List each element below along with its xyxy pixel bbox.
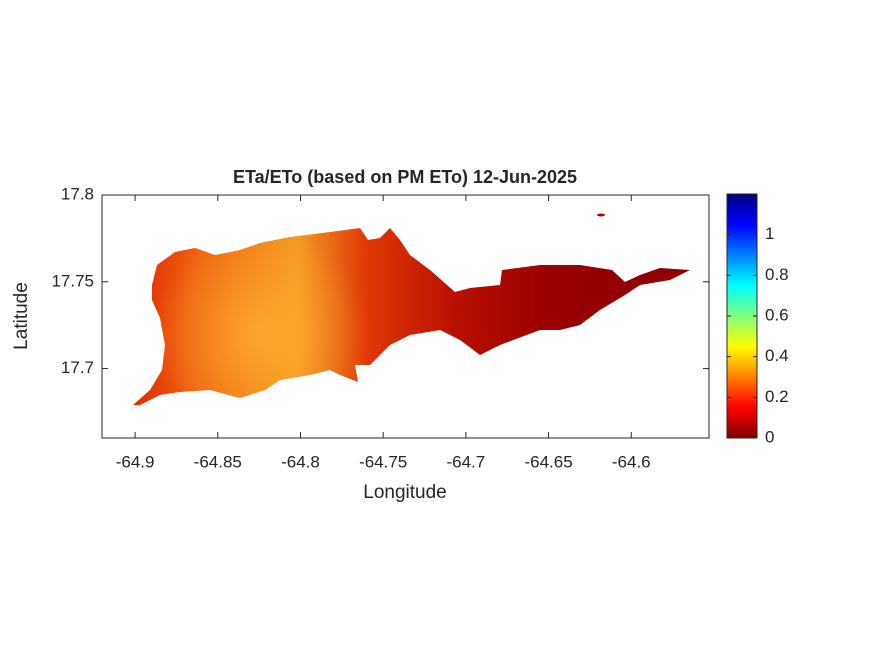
y-tick-label: 17.75 xyxy=(51,271,94,290)
x-tick-label: -64.6 xyxy=(612,452,651,471)
colorbar-tick-label: 1 xyxy=(765,224,774,243)
colorbar xyxy=(726,193,758,439)
chart-title: ETa/ETo (based on PM ETo) 12-Jun-2025 xyxy=(233,167,577,187)
colorbar-tick-label: 0.4 xyxy=(765,346,789,365)
x-tick-label: -64.85 xyxy=(194,452,242,471)
x-tick-label: -64.75 xyxy=(359,452,407,471)
y-axis-label: Latitude xyxy=(11,282,32,350)
colorbar-tick-label: 0 xyxy=(765,427,774,446)
y-tick-label: 17.8 xyxy=(61,184,94,203)
y-tick-label: 17.7 xyxy=(61,358,94,377)
x-tick-label: -64.65 xyxy=(524,452,572,471)
x-tick-label: -64.8 xyxy=(281,452,320,471)
colorbar-tick-label: 0.2 xyxy=(765,387,789,406)
x-axis-label: Longitude xyxy=(363,482,446,503)
x-tick-label: -64.9 xyxy=(116,452,155,471)
colorbar-tick-label: 0.6 xyxy=(765,305,789,324)
x-tick-label: -64.7 xyxy=(446,452,485,471)
colorbar-tick-label: 0.8 xyxy=(765,265,789,284)
